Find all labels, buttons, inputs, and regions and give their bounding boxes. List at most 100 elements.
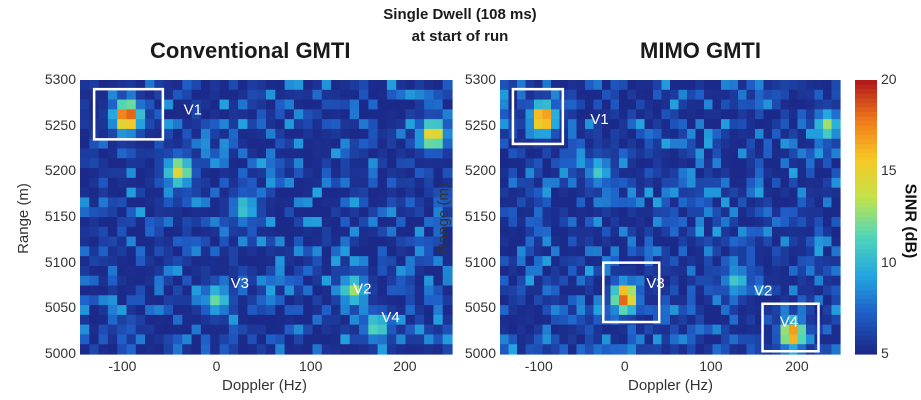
heatmap-cell <box>695 158 705 169</box>
heatmap-cell <box>247 207 258 218</box>
heatmap-cell <box>593 295 603 306</box>
heatmap-cell <box>349 324 360 336</box>
heatmap-cell <box>321 158 332 169</box>
heatmap-cell <box>238 197 248 208</box>
heatmap-cell <box>173 187 183 199</box>
colorbar-segment <box>855 312 877 319</box>
heatmap-cell <box>219 256 230 267</box>
heatmap-cell <box>644 89 654 101</box>
heatmap-cell <box>755 119 765 130</box>
heatmap-cell <box>525 285 535 296</box>
heatmap-cell <box>107 275 118 287</box>
heatmap-cell <box>359 334 369 345</box>
heatmap-cell <box>228 109 239 120</box>
heatmap-cell <box>80 99 90 110</box>
heatmap-cell <box>173 80 183 91</box>
heatmap-cell <box>576 236 586 247</box>
heatmap-cell <box>228 324 239 336</box>
heatmap-cell <box>98 275 109 287</box>
heatmap-cell <box>247 236 258 247</box>
heatmap-cell <box>200 119 211 130</box>
heatmap-cell <box>349 344 360 355</box>
heatmap-cell <box>135 99 146 110</box>
heatmap-cell <box>721 295 731 306</box>
heatmap-cell <box>831 226 841 238</box>
heatmap-cell <box>284 168 295 179</box>
heatmap-cell <box>695 177 705 189</box>
heatmap-cell <box>755 187 765 199</box>
heatmap-cell <box>331 148 341 159</box>
heatmap-cell <box>80 138 90 150</box>
heatmap-cell <box>712 168 722 179</box>
heatmap-cell <box>831 285 841 296</box>
heatmap-cell <box>738 187 748 199</box>
heatmap-cell <box>806 109 816 120</box>
heatmap-cell <box>80 197 90 208</box>
heatmap-cell <box>636 177 646 189</box>
heatmap-cell <box>585 197 595 208</box>
heatmap-cell <box>517 89 527 101</box>
left-ylabel: Range (m) <box>14 183 32 254</box>
heatmap-cell <box>200 128 211 140</box>
heatmap-cell <box>80 314 90 326</box>
heatmap-cell <box>585 226 595 238</box>
heatmap-cell <box>414 138 425 150</box>
heatmap-cell <box>368 80 379 91</box>
heatmap-cell <box>559 305 569 316</box>
heatmap-cell <box>228 314 239 326</box>
heatmap-cell <box>377 305 388 316</box>
heatmap-cell <box>712 177 722 189</box>
heatmap-cell <box>763 177 773 189</box>
heatmap-cell <box>661 197 671 208</box>
heatmap-cell <box>396 119 407 130</box>
heatmap-cell <box>349 158 360 169</box>
heatmap-cell <box>396 128 407 140</box>
heatmap-cell <box>568 197 578 208</box>
heatmap-cell <box>746 89 756 101</box>
heatmap-cell <box>442 158 453 169</box>
heatmap-cell <box>678 265 688 277</box>
heatmap-cell <box>191 168 202 179</box>
heatmap-cell <box>163 275 174 287</box>
heatmap-cell <box>559 207 569 218</box>
heatmap-cell <box>806 295 816 306</box>
heatmap-cell <box>653 187 663 199</box>
heatmap-cell <box>331 128 341 140</box>
heatmap-cell <box>405 295 416 306</box>
heatmap-cell <box>266 256 276 267</box>
heatmap-cell <box>284 217 295 228</box>
heatmap-cell <box>644 177 654 189</box>
colorbar-segment <box>855 280 877 287</box>
heatmap-cell <box>200 197 211 208</box>
heatmap-cell <box>644 148 654 159</box>
heatmap-cell <box>746 177 756 189</box>
heatmap-cell <box>610 344 620 355</box>
heatmap-cell <box>210 314 221 326</box>
heatmap-cell <box>266 285 276 296</box>
heatmap-cell <box>780 119 790 130</box>
heatmap-cell <box>585 177 595 189</box>
heatmap-cell <box>424 138 434 150</box>
heatmap-cell <box>182 305 193 316</box>
heatmap-cell <box>678 119 688 130</box>
heatmap-cell <box>405 138 416 150</box>
heatmap-cell <box>163 158 174 169</box>
heatmap-cell <box>823 305 833 316</box>
heatmap-cell <box>238 236 248 247</box>
heatmap-cell <box>312 187 323 199</box>
colorbar-segment <box>855 221 877 227</box>
heatmap-cell <box>210 265 221 277</box>
heatmap-cell <box>331 344 341 355</box>
heatmap-cell <box>593 80 603 91</box>
heatmap-cell <box>508 324 518 336</box>
heatmap-cell <box>568 119 578 130</box>
heatmap-cell <box>568 265 578 277</box>
heatmap-cell <box>275 197 286 208</box>
colorbar-segment <box>855 248 877 255</box>
heatmap-cell <box>653 236 663 247</box>
heatmap-cell <box>559 314 569 326</box>
heatmap-cell <box>687 314 697 326</box>
heatmap-cell <box>303 158 314 169</box>
heatmap-cell <box>117 187 128 199</box>
heatmap-cell <box>823 197 833 208</box>
